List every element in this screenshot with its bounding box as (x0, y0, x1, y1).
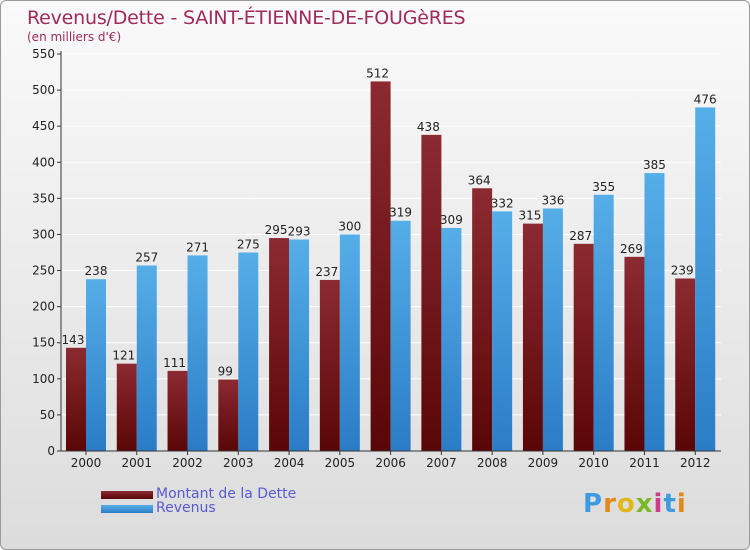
x-tick-label: 2009 (528, 456, 559, 470)
x-tick-label: 2004 (274, 456, 305, 470)
data-label: 364 (468, 173, 491, 187)
y-tick-label: 0 (47, 444, 55, 458)
data-label: 319 (389, 206, 412, 220)
y-tick-label: 450 (32, 119, 55, 133)
bar-revenus (492, 211, 513, 451)
data-label: 309 (440, 213, 463, 227)
y-tick-label: 500 (32, 83, 55, 97)
data-label: 238 (85, 264, 108, 278)
data-label: 257 (135, 250, 158, 264)
data-label: 332 (491, 196, 514, 210)
bar-revenus (593, 194, 614, 451)
legend-label-debt: Montant de la Dette (156, 486, 297, 502)
legend-swatch-revenus (101, 505, 153, 513)
x-tick-label: 2000 (71, 456, 102, 470)
x-tick-label: 2001 (121, 456, 152, 470)
data-label: 336 (541, 193, 564, 207)
data-label: 271 (186, 240, 209, 254)
bar-dette (421, 134, 442, 452)
proxiti-logo: Proxiti (583, 489, 687, 519)
data-label: 315 (518, 209, 541, 223)
bar-revenus (238, 252, 259, 451)
x-tick-label: 2002 (172, 456, 203, 470)
bar-dette (573, 243, 594, 451)
data-label: 355 (592, 180, 615, 194)
y-tick-label: 550 (32, 47, 55, 61)
y-tick-label: 400 (32, 155, 55, 169)
bar-dette (675, 278, 696, 451)
data-label: 269 (620, 242, 643, 256)
x-tick-label: 2010 (578, 456, 609, 470)
data-label: 143 (62, 333, 85, 347)
x-tick-label: 2006 (375, 456, 406, 470)
data-label: 295 (265, 223, 288, 237)
data-label: 239 (671, 263, 694, 277)
bar-dette (269, 238, 290, 451)
bar-revenus (441, 227, 462, 451)
bar-dette (167, 370, 188, 451)
x-axis-ticks: 2000 2001 2002 2003 2004 2005 2006 2007 2008 2009… (71, 451, 711, 470)
bar-revenus (289, 239, 310, 451)
bar-revenus (136, 265, 157, 451)
data-label: 293 (288, 225, 311, 239)
y-tick-label: 350 (32, 191, 55, 205)
bar-revenus (86, 279, 106, 451)
y-tick-label: 200 (32, 300, 55, 314)
bar-dette (522, 223, 543, 451)
data-label: 438 (417, 120, 440, 134)
y-tick-label: 250 (32, 264, 55, 278)
x-tick-label: 2007 (426, 456, 457, 470)
bar-revenus (187, 255, 208, 451)
data-label: 111 (163, 356, 186, 370)
y-tick-label: 50 (40, 408, 55, 422)
chart-subtitle: (en milliers d'€) (27, 30, 122, 44)
bar-revenus (339, 234, 360, 451)
bar-dette (116, 363, 137, 451)
bar-revenus (644, 173, 665, 451)
data-label: 99 (218, 365, 233, 379)
x-tick-label: 2003 (223, 456, 254, 470)
data-label: 287 (569, 229, 592, 243)
y-tick-label: 150 (32, 336, 55, 350)
data-label: 385 (643, 158, 666, 172)
y-tick-label: 300 (32, 227, 55, 241)
bar-dette (472, 188, 493, 451)
bar-dette (66, 347, 86, 451)
bars (66, 81, 716, 452)
data-label: 512 (366, 66, 389, 80)
x-tick-label: 2005 (325, 456, 356, 470)
bar-revenus (542, 208, 563, 451)
x-tick-label: 2008 (477, 456, 508, 470)
y-axis-ticks: 0 50 100 150 200 250 300 350 400 450 500 550 (32, 47, 61, 458)
x-tick-label: 2012 (680, 456, 711, 470)
y-tick-label: 100 (32, 372, 55, 386)
bar-revenus (695, 107, 716, 451)
data-label: 476 (694, 92, 717, 106)
bar-dette (218, 379, 239, 451)
data-label: 237 (315, 265, 338, 279)
data-label: 300 (338, 219, 361, 233)
bar-dette (370, 81, 391, 452)
bar-revenus (390, 220, 411, 451)
data-label: 275 (237, 238, 260, 252)
legend-label-revenus: Revenus (156, 500, 216, 516)
bar-dette (624, 256, 645, 451)
data-labels: 143 238 121 257 111 271 99 275 295 293 237 300 512 31… (62, 66, 717, 378)
data-label: 121 (112, 349, 135, 363)
bar-dette (319, 279, 340, 451)
chart-title: Revenus/Dette - SAINT-ÉTIENNE-DE-FOUGèRE… (27, 7, 466, 29)
x-tick-label: 2011 (629, 456, 660, 470)
legend-swatch-debt (101, 491, 153, 499)
